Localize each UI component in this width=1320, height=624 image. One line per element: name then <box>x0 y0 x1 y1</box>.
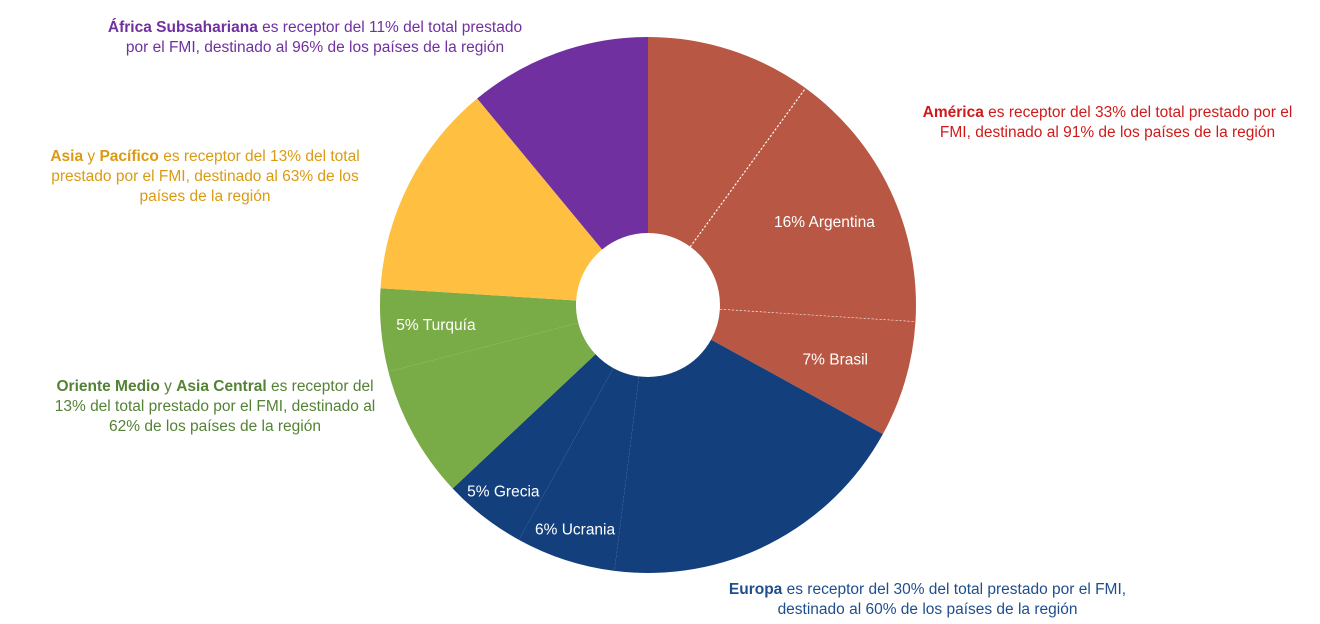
slice-africa <box>477 37 648 250</box>
slice-america <box>648 37 806 247</box>
annotation-europa: Europa es receptor del 30% del total pre… <box>725 580 1130 620</box>
slice-oriente <box>388 322 596 489</box>
slice-asia <box>380 98 603 301</box>
annotation-bold: África Subsahariana <box>107 19 258 36</box>
annotation-text: es receptor del 13% del total prestado p… <box>54 378 376 435</box>
annotation-bold: Asia Central <box>176 378 267 395</box>
slice-label: 5% Grecia <box>467 483 540 500</box>
slice-separator <box>689 87 807 248</box>
slice-america-argentina <box>690 88 916 322</box>
annotation-text: es receptor del 11% del total prestado p… <box>125 19 523 56</box>
annotation-text: es receptor del 13% del total prestado p… <box>51 148 360 205</box>
annotation-america: América es receptor del 33% del total pr… <box>920 103 1295 143</box>
slice-europa-ucrania <box>518 368 639 571</box>
annotation-africa: África Subsahariana es receptor del 11% … <box>100 18 530 58</box>
annotation-bold: América <box>922 104 984 121</box>
annotation-connector: y <box>159 378 177 395</box>
slice-label: 5% Turquía <box>396 317 476 334</box>
annotation-text: es receptor del 33% del total prestado p… <box>939 104 1293 141</box>
slice-america-brasil <box>711 309 916 435</box>
annotation-oriente: Oriente Medio y Asia Central es receptor… <box>50 377 380 437</box>
annotation-asia: Asia y Pacífico es receptor del 13% del … <box>50 147 360 207</box>
annotation-bold: Asia <box>50 148 84 165</box>
slice-oriente-turquía <box>380 288 579 372</box>
slice-label: 7% Brasil <box>803 351 868 368</box>
annotation-bold: Europa <box>728 581 783 598</box>
annotation-connector: y <box>83 148 100 165</box>
annotation-text: es receptor del 30% del total prestado p… <box>777 581 1127 618</box>
slice-label: 6% Ucrania <box>535 521 615 538</box>
annotation-bold: Pacífico <box>99 148 159 165</box>
slice-europa-grecia <box>452 354 614 540</box>
slice-europa <box>614 339 883 573</box>
annotation-bold: Oriente Medio <box>56 378 160 395</box>
slice-label: 16% Argentina <box>774 214 875 231</box>
